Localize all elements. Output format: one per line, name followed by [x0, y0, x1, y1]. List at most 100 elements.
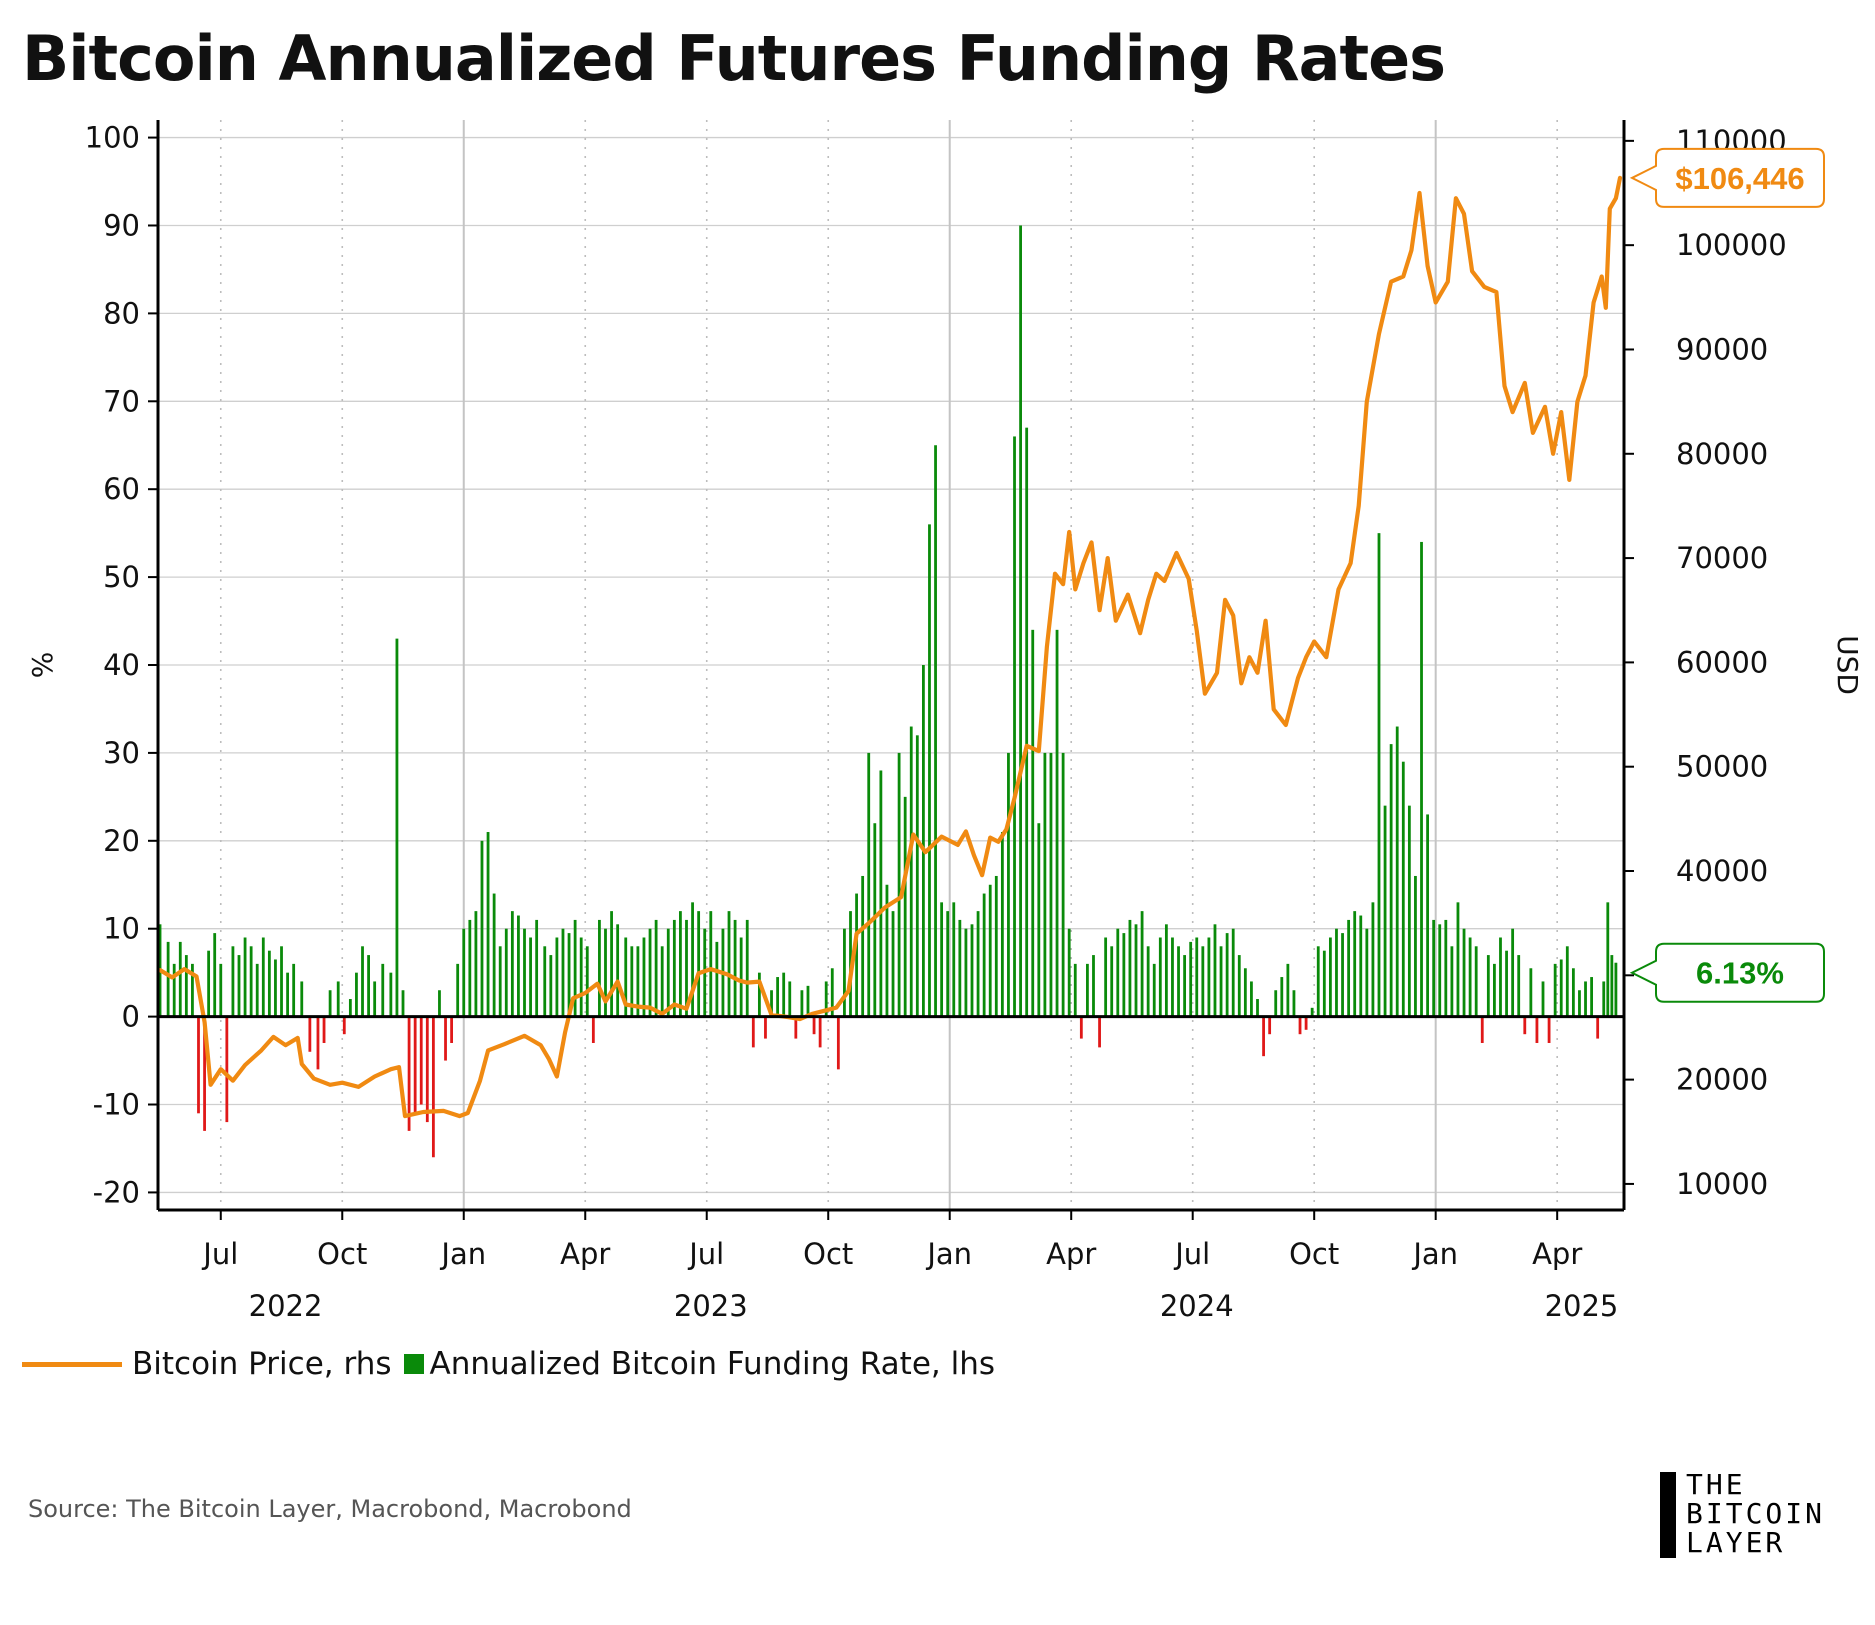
funding-bar: [679, 911, 682, 1017]
funding-bar: [616, 924, 620, 1017]
funding-bar: [462, 928, 466, 1017]
funding-bar: [751, 1016, 755, 1048]
funding-callout-box: [1629, 942, 1825, 1003]
funding-bar: [1565, 946, 1569, 1017]
funding-bar: [1456, 902, 1460, 1017]
right-tick-label: 50000: [1676, 750, 1768, 784]
funding-bar: [267, 950, 271, 1017]
funding-bar: [1547, 1016, 1551, 1043]
funding-bar: [794, 1016, 798, 1039]
funding-bar: [172, 963, 176, 1017]
chart: -20-100102030405060708090100100002000030…: [26, 120, 1864, 1323]
left-tick-label: 90: [103, 208, 140, 242]
funding-bar: [567, 933, 571, 1017]
funding-bar: [1584, 981, 1587, 1017]
funding-bar: [1280, 977, 1284, 1017]
funding-bar: [764, 1016, 767, 1039]
funding-bar: [549, 955, 553, 1017]
x-tick-label: Jan: [439, 1237, 486, 1271]
funding-bar: [219, 963, 223, 1017]
funding-bar: [976, 911, 980, 1017]
funding-bar: [197, 1016, 200, 1114]
funding-bar: [561, 928, 565, 1017]
x-year-label: 2022: [249, 1289, 323, 1323]
funding-bar: [342, 1016, 346, 1035]
funding-bar: [636, 946, 640, 1017]
funding-bar: [1171, 937, 1174, 1017]
funding-bar: [739, 937, 743, 1017]
funding-bar: [1444, 919, 1448, 1017]
funding-bar: [1025, 427, 1029, 1017]
x-tick-label: Jul: [687, 1237, 724, 1271]
funding-bar: [867, 752, 871, 1017]
funding-bar: [1073, 963, 1077, 1017]
funding-bar: [946, 911, 950, 1017]
funding-bar: [1316, 946, 1320, 1017]
funding-bar: [776, 977, 780, 1017]
x-tick-label: Oct: [803, 1237, 853, 1271]
funding-bar: [529, 937, 532, 1017]
funding-bar: [361, 946, 364, 1017]
funding-bar: [1128, 919, 1132, 1017]
funding-bar: [1274, 990, 1278, 1017]
funding-bar: [1183, 955, 1187, 1017]
funding-bar: [355, 972, 358, 1017]
funding-bar: [292, 963, 296, 1017]
funding-bar: [1523, 1016, 1527, 1035]
funding-bar: [1207, 937, 1211, 1017]
funding-bar: [928, 524, 931, 1017]
funding-bar: [1000, 832, 1004, 1017]
funding-bar: [1019, 225, 1022, 1017]
funding-bar: [782, 972, 786, 1017]
funding-bar: [685, 919, 688, 1017]
x-tick-label: Apr: [1532, 1237, 1582, 1271]
gridlines: [158, 120, 1624, 1210]
left-tick-label: 70: [103, 384, 140, 418]
funding-bar: [1420, 541, 1423, 1017]
funding-legend-label: Annualized Bitcoin Funding Rate, lhs: [429, 1346, 996, 1382]
the-bitcoin-layer-logo: THE BITCOIN LAYER: [1660, 1470, 1860, 1560]
axes: [148, 120, 1634, 1220]
funding-bar: [438, 990, 441, 1017]
left-tick-label: -10: [93, 1088, 140, 1122]
funding-bar: [1529, 968, 1533, 1017]
funding-bar: [952, 902, 956, 1017]
funding-bar: [178, 941, 182, 1017]
funding-bar: [970, 924, 974, 1017]
funding-bar: [861, 875, 865, 1017]
left-tick-label: 80: [103, 296, 140, 330]
funding-bar: [498, 946, 502, 1017]
funding-bar: [1493, 963, 1496, 1017]
funding-bar: [1614, 962, 1618, 1017]
funding-bar: [1116, 928, 1120, 1017]
funding-bar: [1414, 875, 1417, 1017]
funding-bar: [812, 1016, 816, 1035]
funding-bar: [300, 981, 304, 1017]
x-tick-label: Apr: [560, 1237, 610, 1271]
chart-title: Bitcoin Annualized Futures Funding Rates: [22, 22, 1446, 95]
funding-bar: [468, 919, 472, 1017]
funding-bar: [191, 963, 194, 1017]
funding-bar: [885, 884, 889, 1017]
funding-bar: [843, 928, 846, 1017]
logo-line-3: LAYER: [1686, 1526, 1786, 1559]
funding-bar: [1298, 1016, 1302, 1035]
funding-bar: [1462, 928, 1466, 1017]
funding-bar: [770, 990, 773, 1017]
x-tick-label: Jul: [201, 1237, 238, 1271]
source-note: Source: The Bitcoin Layer, Macrobond, Ma…: [28, 1495, 632, 1523]
funding-bar: [903, 796, 907, 1017]
funding-bar: [818, 1016, 822, 1048]
funding-bar: [836, 1016, 840, 1070]
funding-bar: [1031, 629, 1035, 1017]
funding-bar: [523, 928, 526, 1017]
funding-bar: [543, 946, 547, 1017]
funding-bar: [1037, 823, 1041, 1017]
funding-bar: [1480, 1016, 1484, 1043]
funding-bar: [1177, 946, 1180, 1017]
funding-bar: [413, 1016, 417, 1114]
funding-bar: [1602, 981, 1606, 1017]
funding-bar: [1407, 805, 1411, 1017]
logo-text: THE BITCOIN LAYER: [1686, 1470, 1825, 1557]
left-axis-title: %: [26, 652, 59, 679]
